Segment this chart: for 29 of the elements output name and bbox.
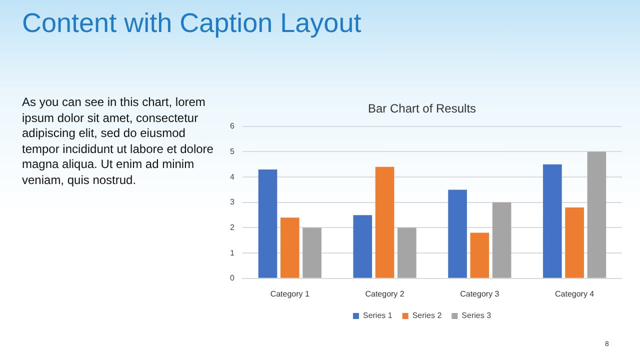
- y-tick-label: 1: [230, 248, 235, 258]
- legend-label: Series 1: [362, 311, 393, 320]
- text: Content with Caption Layout: [22, 8, 362, 39]
- y-tick-label: 0: [230, 274, 235, 283]
- bar: [492, 202, 512, 278]
- bar: [470, 232, 490, 278]
- bar: [280, 218, 300, 278]
- bar: [448, 190, 467, 278]
- x-tick-label: Category 2: [365, 289, 405, 298]
- bar: [565, 207, 584, 278]
- y-tick-label: 4: [230, 172, 235, 182]
- legend-label: Series 3: [462, 311, 492, 320]
- chart-title: Bar Chart of Results: [368, 102, 476, 116]
- y-tick-label: 2: [230, 222, 235, 232]
- y-tick-label: 3: [230, 198, 235, 207]
- bar: [398, 228, 416, 278]
- bar: [353, 215, 372, 278]
- x-tick-label: Category 4: [554, 289, 595, 298]
- bar: [375, 166, 394, 278]
- bar: [543, 164, 562, 278]
- bar: [258, 169, 278, 278]
- bar: [302, 228, 322, 278]
- y-tick-label: 5: [230, 146, 235, 156]
- x-tick-label: Category 3: [460, 289, 500, 298]
- y-tick-label: 6: [230, 122, 235, 131]
- x-tick-label: Category 1: [270, 289, 310, 298]
- legend-label: Series 2: [412, 311, 442, 320]
- bar: [587, 152, 606, 278]
- text: As you can see in this chart, lorem ipsum dolor sit amet, consectetur adipiscing elit, sed do eiusmod tempor incididunt ut labore et dolore magna aliqua. Ut enim ad minim veniam, quis nostrud.: [22, 95, 214, 188]
